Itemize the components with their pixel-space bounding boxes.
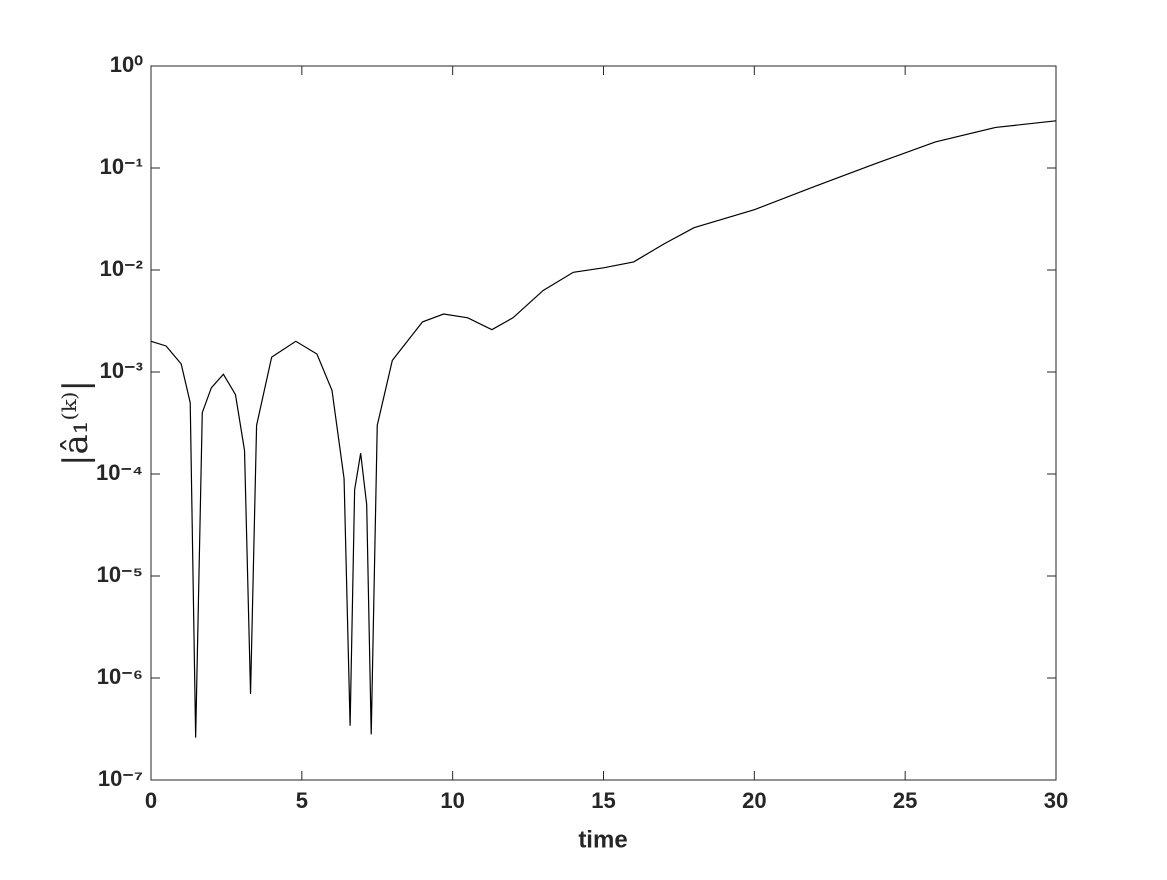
x-tick-label: 0: [145, 788, 157, 813]
y-tick-label: 10⁻³: [100, 358, 143, 383]
x-tick-label: 15: [591, 788, 615, 813]
x-tick-label: 5: [296, 788, 308, 813]
x-tick-label: 30: [1044, 788, 1068, 813]
y-tick-label: 10⁰: [110, 52, 143, 77]
x-axis-label: time: [578, 826, 627, 853]
y-tick-label: 10⁻⁵: [97, 562, 143, 587]
y-tick-label: 10⁻²: [100, 256, 143, 281]
plot-frame: [150, 65, 1057, 781]
y-tick-label: 10⁻⁴: [96, 460, 143, 485]
x-tick-label: 25: [893, 788, 917, 813]
x-tick-label: 20: [742, 788, 766, 813]
y-tick-label: 10⁻¹: [100, 154, 143, 179]
y-tick-label: 10⁻⁷: [98, 766, 143, 791]
y-axis-label: |â₁⁽ᵏ⁾|: [56, 380, 96, 466]
y-tick-label: 10⁻⁶: [97, 664, 143, 689]
data-line: [150, 120, 1057, 738]
x-tick-label: 10: [440, 788, 464, 813]
